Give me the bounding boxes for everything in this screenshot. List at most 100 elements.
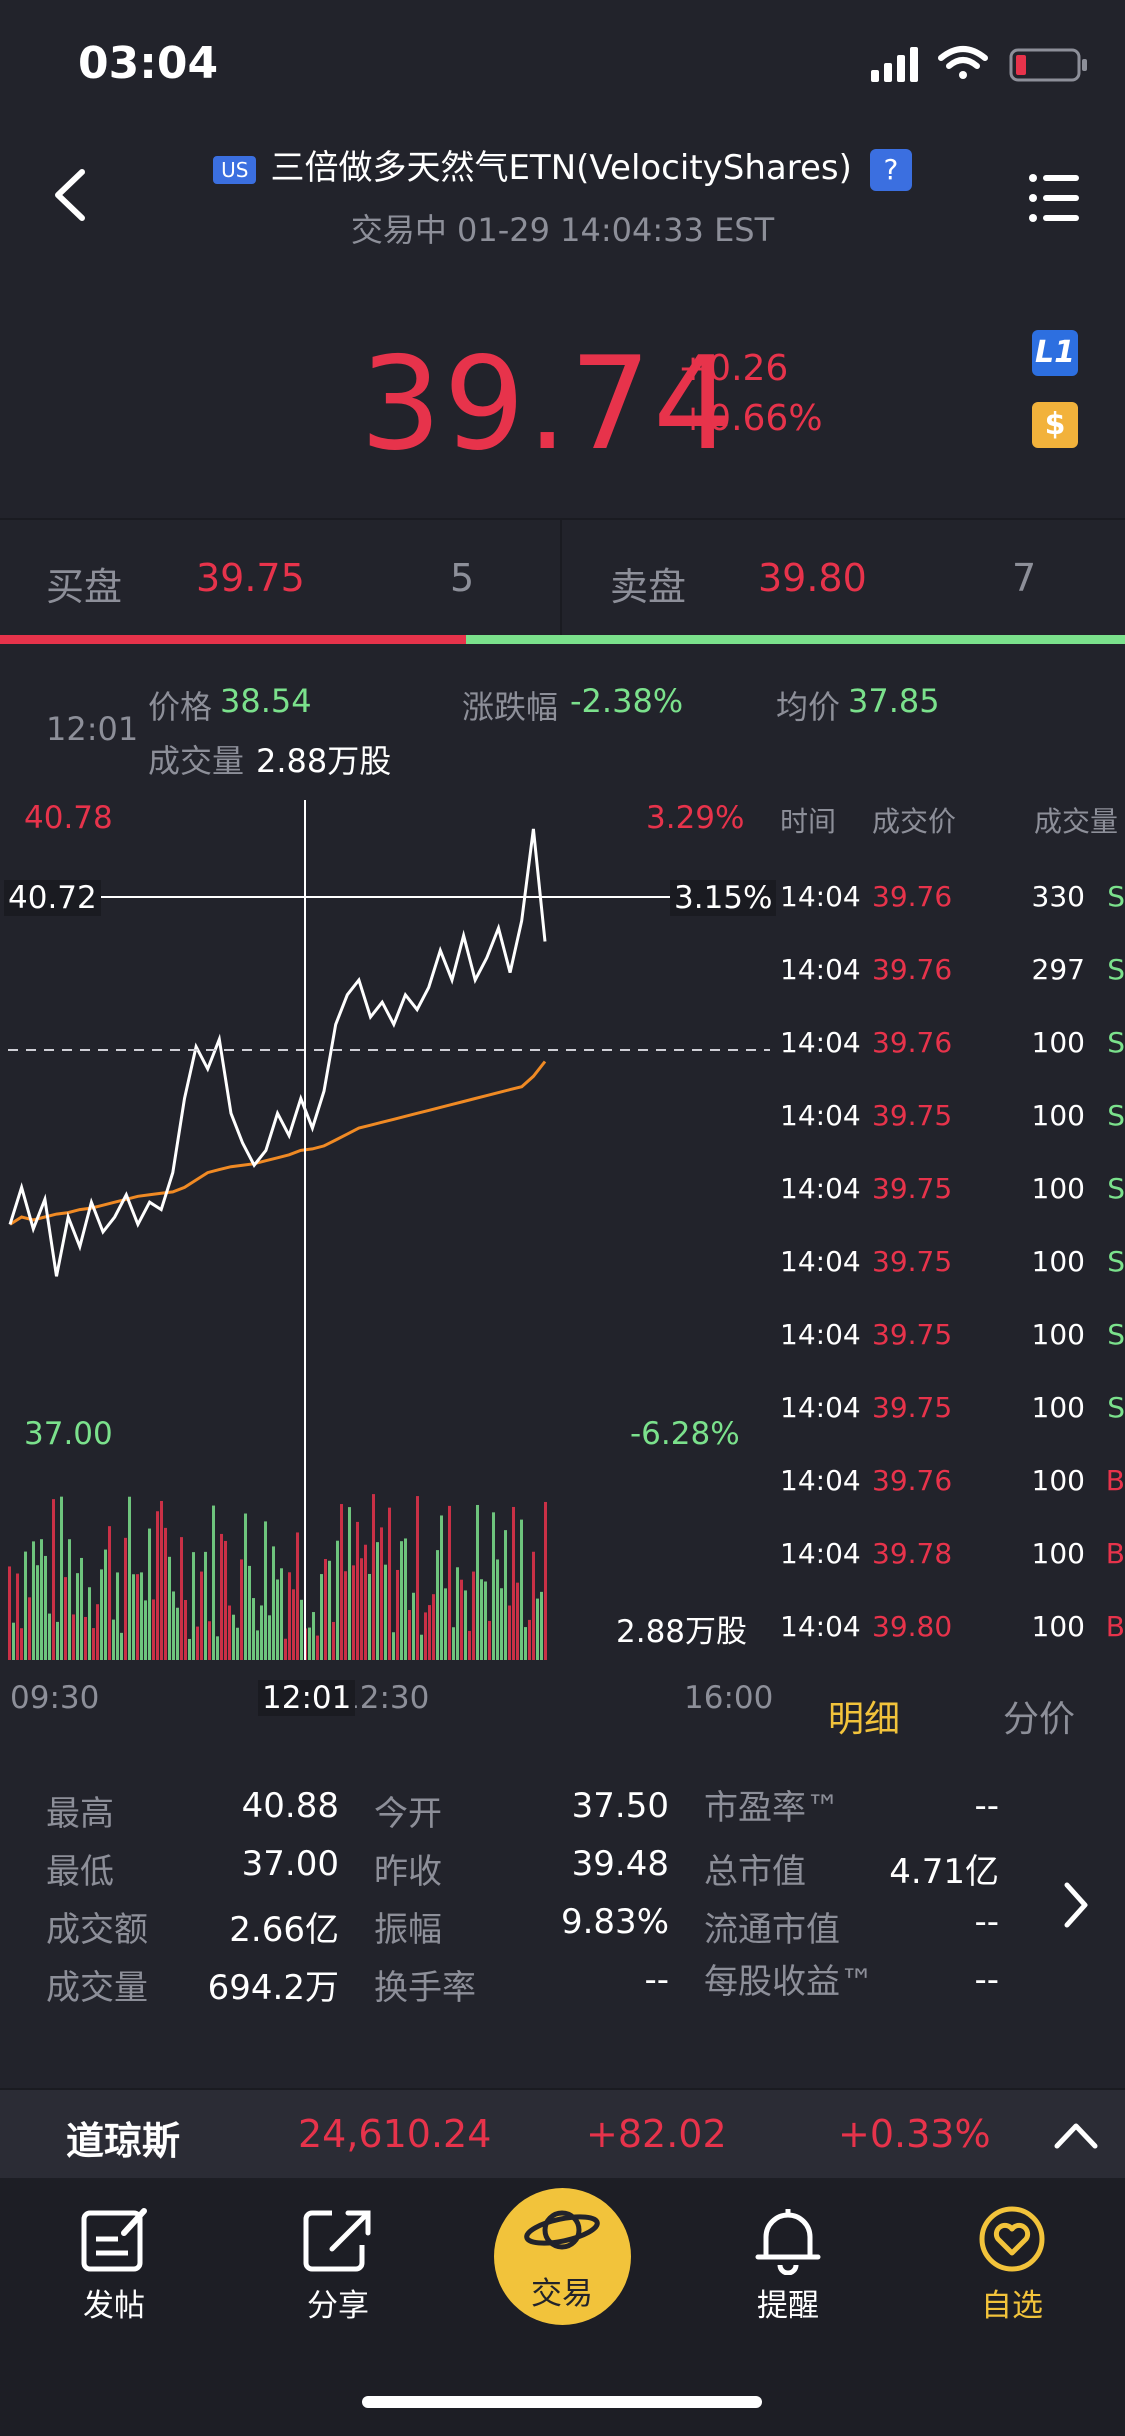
volume-bar [136, 1574, 139, 1660]
chevron-up-icon[interactable] [1051, 2116, 1101, 2152]
nav-trade[interactable]: 交易 [531, 2276, 593, 2312]
stat-prev-close: 39.48 [571, 1844, 669, 1884]
volume-bar [148, 1528, 151, 1660]
volume-bar [156, 1511, 159, 1660]
volume-bar [492, 1512, 495, 1660]
post-icon[interactable] [44, 2205, 184, 2275]
x-tick-end: 16:00 [684, 1680, 774, 1716]
volume-bar [404, 1538, 407, 1660]
nav-post[interactable]: 发帖 [83, 2288, 145, 2324]
bell-icon[interactable] [718, 2205, 858, 2275]
volume-bar [272, 1546, 275, 1660]
back-button[interactable] [40, 160, 100, 230]
tick-price: 39.76 [872, 880, 953, 913]
volume-bar [308, 1627, 311, 1660]
volume-bar [328, 1560, 331, 1660]
volume-bar [204, 1551, 207, 1660]
tick-side: S [1107, 1099, 1125, 1132]
crosshair-volume: 2.88万股 [256, 742, 392, 780]
volume-bar [376, 1542, 379, 1660]
tick-row: 14:04 39.75 100 S [780, 1172, 1125, 1245]
volume-bar [320, 1574, 323, 1660]
tick-volume: 100 [1031, 1099, 1085, 1132]
volume-bar [48, 1613, 51, 1660]
volume-bar [544, 1501, 547, 1660]
help-icon[interactable]: ? [869, 148, 912, 191]
volume-bar [176, 1607, 179, 1660]
volume-bar [244, 1513, 247, 1660]
tick-price: 39.76 [872, 953, 953, 986]
bid-ratio-bar [0, 635, 466, 644]
tab-price-distribution[interactable]: 分价 [1003, 1699, 1076, 1740]
volume-bar [104, 1549, 107, 1660]
level1-badge[interactable]: L1 [1032, 330, 1078, 376]
tick-time: 14:04 [780, 880, 861, 913]
avg-price-line [9, 1060, 547, 1226]
bid-price: 39.75 [196, 556, 305, 600]
volume-bar [332, 1621, 335, 1660]
index-ticker-bar[interactable] [0, 2088, 1125, 2180]
tick-time: 14:04 [780, 1464, 861, 1497]
nav-watchlist[interactable]: 自选 [981, 2288, 1043, 2324]
volume-bar [508, 1605, 511, 1660]
tick-row: 14:04 39.75 100 S [780, 1099, 1125, 1172]
tick-price: 39.75 [872, 1391, 953, 1424]
watchlist-heart-icon[interactable] [942, 2205, 1082, 2275]
volume-bar [300, 1599, 303, 1660]
dollar-icon[interactable]: $ [1032, 402, 1078, 448]
nav-share[interactable]: 分享 [307, 2288, 369, 2324]
volume-bar [396, 1569, 399, 1660]
tick-price: 39.80 [872, 1610, 953, 1643]
stat-low-label: 最低 [46, 1852, 114, 1892]
tick-volume: 100 [1031, 1610, 1085, 1643]
ask-ratio-bar [466, 635, 1125, 644]
tick-volume: 100 [1031, 1026, 1085, 1059]
volume-bar [408, 1609, 411, 1660]
crosshair-price-label: 价格 [148, 688, 213, 726]
tick-volume: 297 [1031, 953, 1085, 986]
volume-bar [392, 1632, 395, 1660]
menu-icon[interactable] [1025, 170, 1085, 226]
volume-bar [16, 1573, 19, 1660]
stat-pe: -- [974, 1786, 999, 1826]
volume-bar [436, 1550, 439, 1660]
stat-prev-close-label: 昨收 [374, 1852, 442, 1892]
volume-bar [80, 1557, 83, 1660]
stat-turnover-label: 成交额 [46, 1910, 148, 1950]
volume-bar [296, 1532, 299, 1660]
volume-bar [372, 1494, 375, 1660]
x-tick-cursor: 12:01 [258, 1680, 356, 1716]
volume-bar [532, 1551, 535, 1660]
intraday-chart[interactable] [0, 790, 775, 1720]
volume-bars [8, 1494, 547, 1660]
tick-time: 14:04 [780, 953, 861, 986]
bid-label: 买盘 [46, 565, 123, 609]
volume-bar [192, 1552, 195, 1660]
tick-price: 39.78 [872, 1537, 953, 1570]
volume-bar [160, 1500, 163, 1660]
tab-detail[interactable]: 明细 [828, 1699, 901, 1740]
volume-bar [452, 1627, 455, 1660]
chevron-right-icon[interactable] [1055, 1875, 1095, 1935]
crosshair-info: 12:01 价格 38.54 涨跌幅 -2.38% 均价 37.85 成交量 2… [0, 660, 1125, 788]
volume-bar [316, 1635, 319, 1660]
tick-header-volume: 成交量 [1034, 805, 1119, 838]
volume-bar [40, 1539, 43, 1660]
stats-panel: 最高 40.88 今开 37.50 市盈率™ -- 最低 37.00 昨收 39… [0, 1770, 1125, 2008]
volume-bar [540, 1591, 543, 1660]
volume-bar [424, 1612, 427, 1660]
volume-bar [356, 1521, 359, 1660]
volume-bar [288, 1572, 291, 1660]
crosshair-avg: 37.85 [848, 682, 940, 720]
nav-alert[interactable]: 提醒 [757, 2288, 819, 2324]
volume-bar [504, 1530, 507, 1660]
volume-bar [112, 1619, 115, 1660]
volume-bar [488, 1620, 491, 1660]
tick-volume: 100 [1031, 1464, 1085, 1497]
share-icon[interactable] [268, 2205, 408, 2275]
volume-bar [24, 1551, 27, 1660]
tick-time: 14:04 [780, 1391, 861, 1424]
volume-bar [168, 1556, 171, 1660]
stat-float-cap-label: 流通市值 [704, 1910, 840, 1950]
stat-market-cap-label: 总市值 [704, 1852, 806, 1892]
